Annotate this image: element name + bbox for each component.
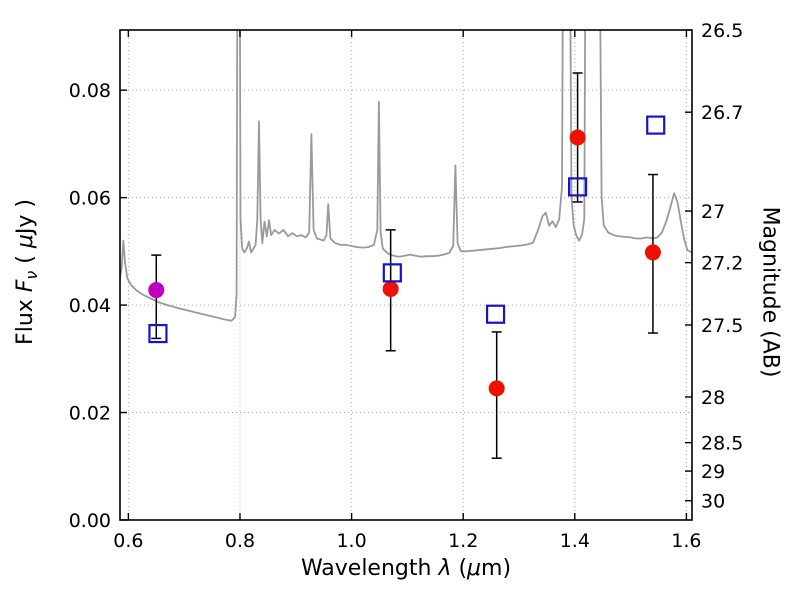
x-tick-label: 1.6 (671, 530, 701, 552)
axis-label-part: Wavelength (300, 556, 439, 581)
axis-label-part: ( (451, 556, 468, 581)
y-tick-label-left: 0.02 (69, 403, 111, 425)
photometry-red-point (488, 380, 505, 397)
photometry-blue-squares-point (148, 323, 168, 344)
photometry-red-point (644, 244, 661, 261)
y-tick-label-right: 26.5 (701, 20, 743, 42)
y-tick-label-left: 0.00 (69, 510, 111, 532)
axis-label-part: ν (22, 270, 42, 280)
y-axis-label-left: Flux Fν ( μJy ) (13, 199, 41, 345)
x-tick-label: 1.0 (336, 530, 366, 552)
y-tick-label-right: 29 (701, 461, 725, 483)
photometry-red-point (569, 129, 586, 146)
photometry-blue-squares-point (646, 115, 666, 135)
axis-label-part: F (12, 279, 38, 293)
x-tick-label: 1.2 (448, 530, 478, 552)
axis-label-part: Flux (12, 292, 38, 345)
y-tick-label-right: 26.7 (701, 102, 743, 124)
photometry-red-point (382, 280, 399, 297)
y-axis-label-right: Magnitude (AB) (757, 206, 783, 378)
axis-label-part: Jy ) (12, 199, 38, 235)
axis-label-part: m) (481, 556, 512, 581)
plot-border (119, 29, 693, 521)
axis-label-part: ( (12, 248, 38, 271)
x-tick-label: 1.4 (560, 530, 590, 552)
photometry-blue-squares-point (567, 177, 588, 197)
photometry-blue-squares-point (485, 304, 506, 324)
tick-labels: 0.6 0.8 1.0 1.2 1.4 1.6 0.00 0.02 0.04 0.06 0.08 26… (69, 20, 744, 552)
axis-label-part: μ (12, 234, 38, 249)
y-tick-label-right: 28.5 (701, 433, 743, 455)
y-tick-label-right: 30 (701, 491, 725, 513)
photometry-magenta-point (148, 282, 165, 299)
x-tick-label: 0.6 (113, 530, 143, 552)
x-axis-label: Wavelength λ (μm) (120, 556, 692, 581)
y-tick-label-right: 27.2 (701, 253, 743, 275)
grid (120, 30, 692, 521)
ticks (120, 29, 692, 521)
y-tick-label-left: 0.06 (69, 188, 111, 210)
photometry-blue-squares-point (382, 263, 402, 283)
axis-label-part: λ (438, 556, 452, 581)
y-tick-label-right: 27 (701, 201, 725, 223)
y-tick-label-left: 0.08 (69, 80, 111, 102)
y-tick-label-right: 27.5 (701, 315, 743, 337)
y-tick-label-right: 28 (701, 387, 725, 409)
spectrum-line (120, 30, 692, 322)
y-tick-label-left: 0.04 (69, 295, 111, 317)
x-tick-label: 0.8 (225, 530, 255, 552)
axis-label-part: μ (467, 556, 482, 581)
